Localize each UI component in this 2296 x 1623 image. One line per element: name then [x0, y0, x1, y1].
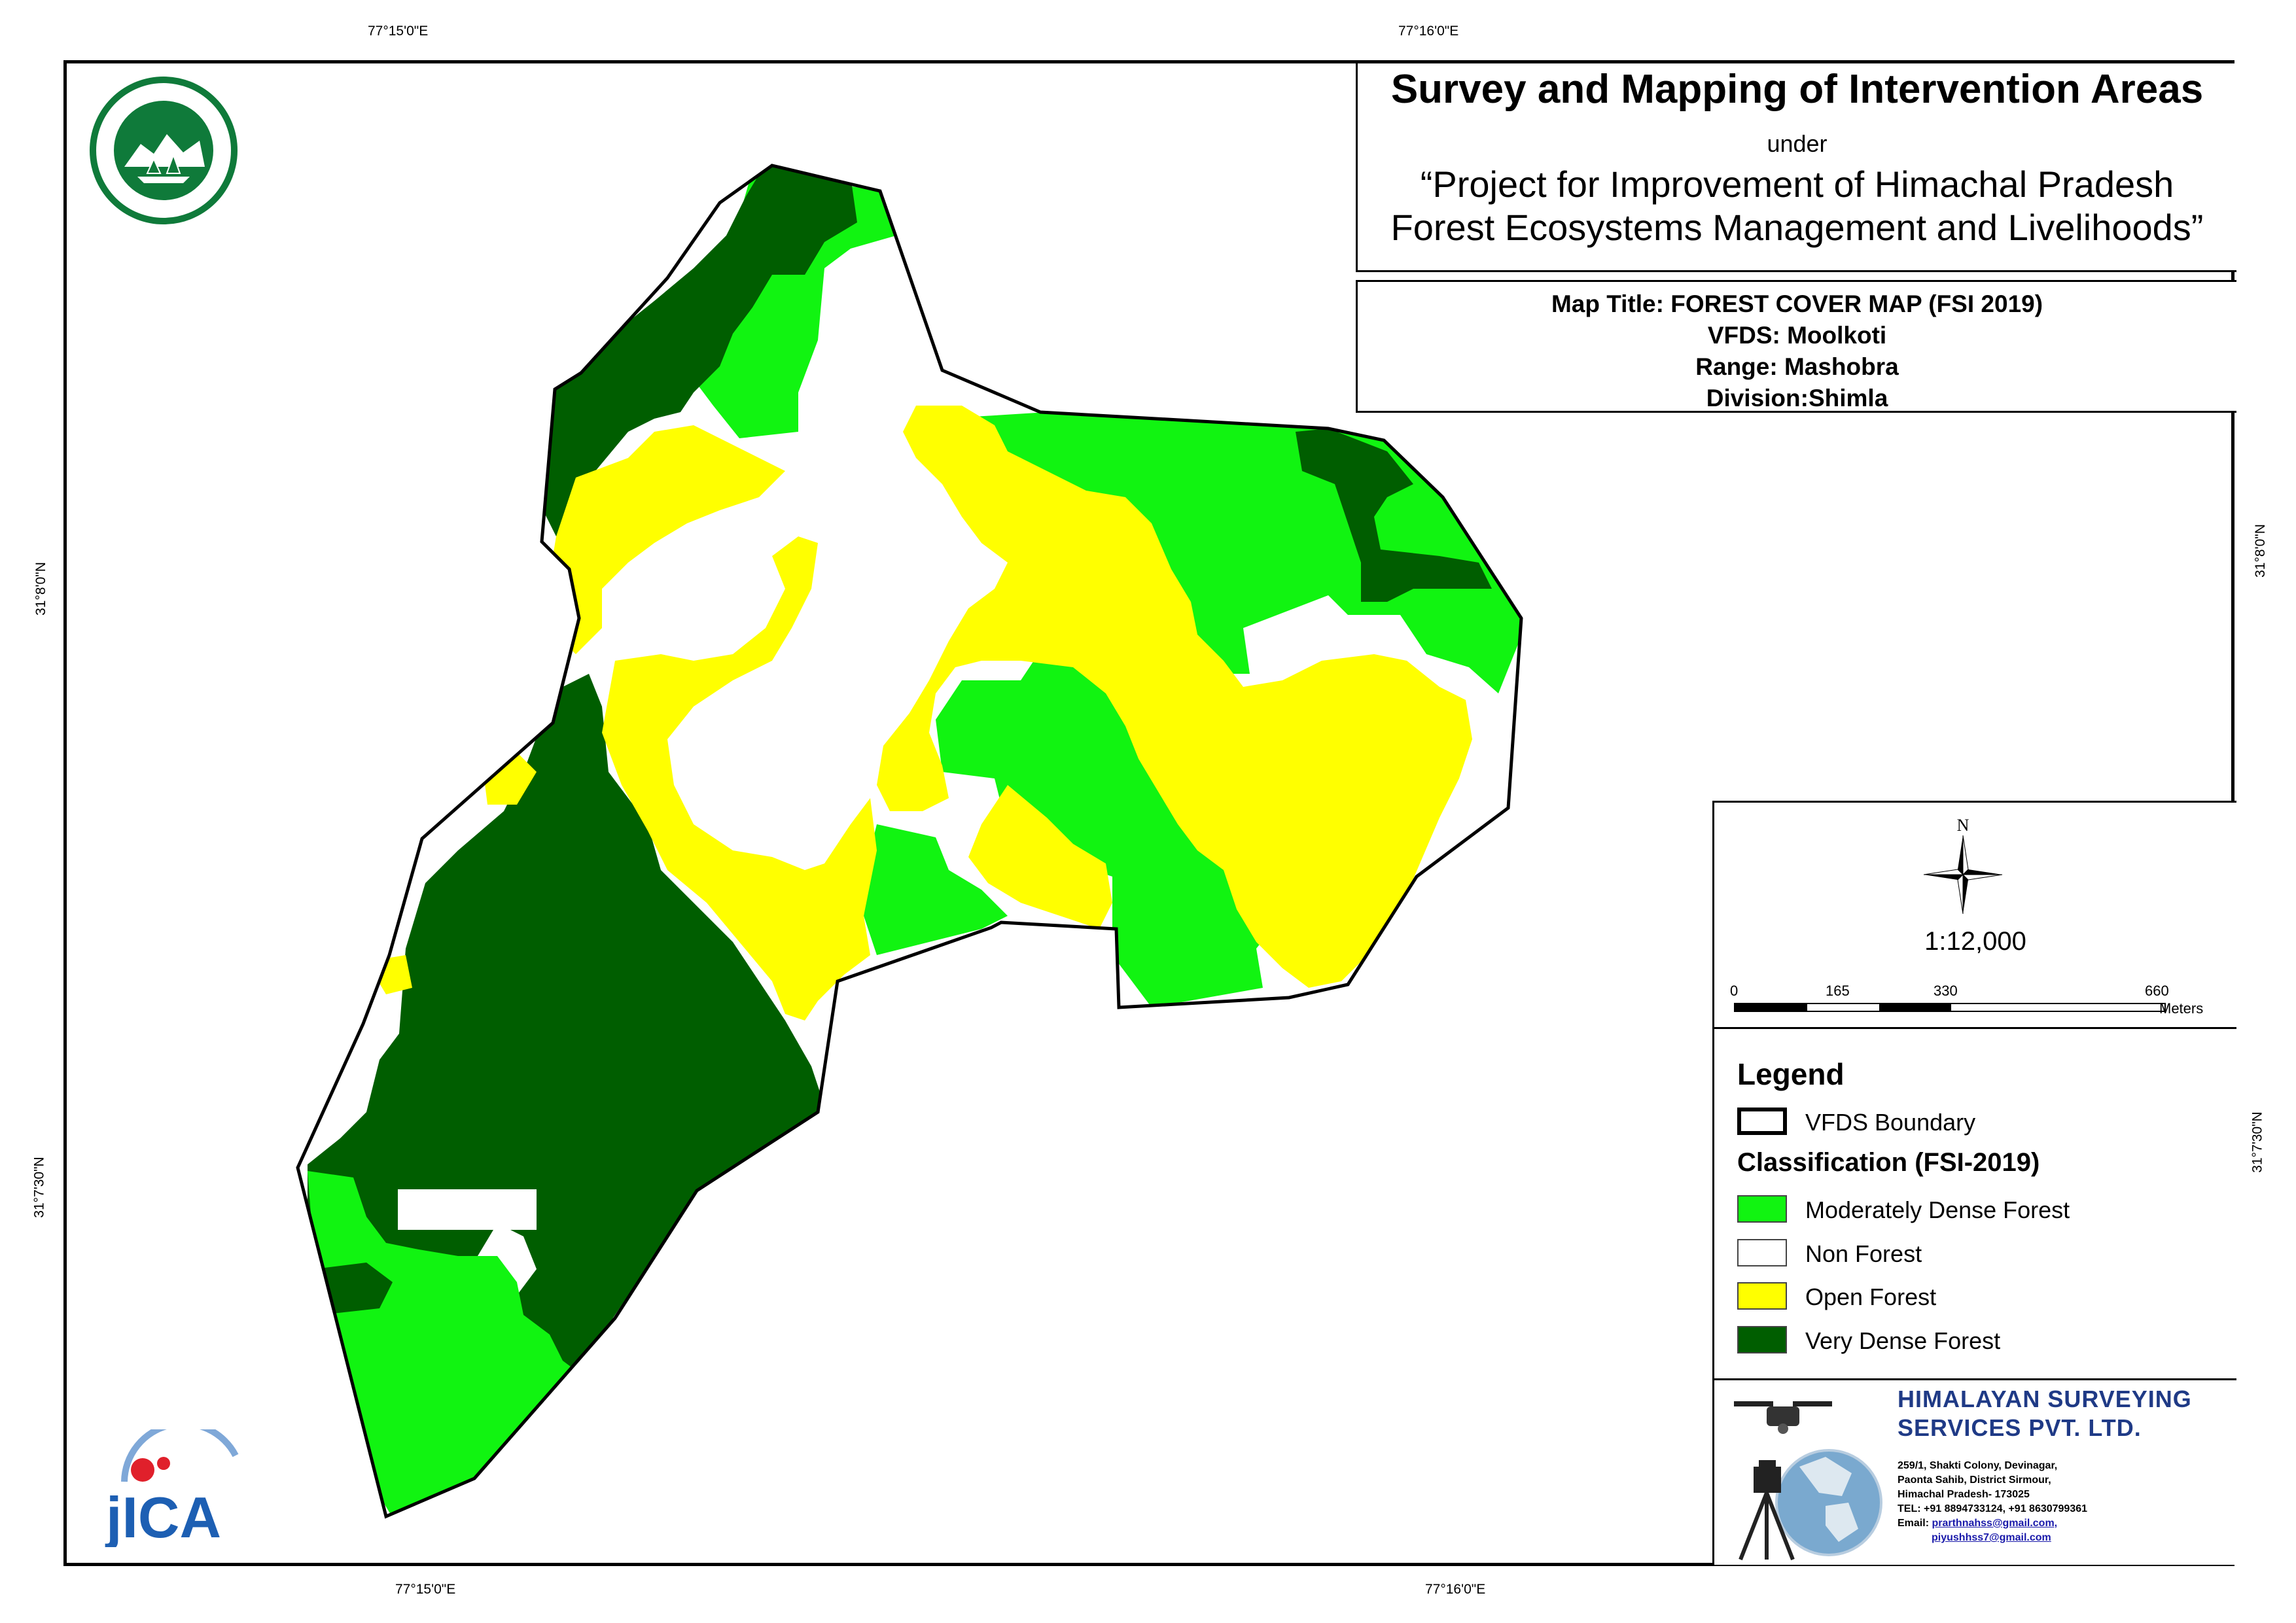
- hp-forest-emblem-icon: [90, 77, 238, 224]
- graticule-label-top-left: 77°15'0"E: [368, 24, 429, 39]
- legend-title: Legend: [1737, 1057, 1845, 1091]
- company-name-line-2: SERVICES PVT. LTD.: [1898, 1414, 2142, 1441]
- scale-unit: Meters: [2159, 1000, 2204, 1017]
- north-label: N: [1956, 816, 1969, 835]
- map-title-under: under: [1767, 130, 1828, 157]
- scale-bar-segment: [1735, 1004, 1807, 1011]
- legend-panel: N 1:12,000 0 165 330 660 Meters Legend V…: [1712, 801, 2236, 1565]
- open-forest-patch-centre-west: [602, 536, 877, 1021]
- very-dense-forest-patch-southern-tip: [314, 1263, 393, 1315]
- map-main-title: Survey and Mapping of Intervention Areas: [1390, 67, 2204, 112]
- graticule-label-top-right: 77°16'0"E: [1398, 24, 1459, 39]
- open-forest-patch-west: [550, 425, 785, 654]
- company-email-link-2[interactable]: piyushhss7@gmail.com: [1932, 1532, 2051, 1543]
- vfds-boundary[interactable]: [296, 164, 1523, 1519]
- legend-swatch-non-forest: [1737, 1239, 1787, 1266]
- scale-tick-330: 330: [1934, 983, 1958, 999]
- title-panel: Survey and Mapping of Intervention Areas…: [1356, 63, 2236, 272]
- map-info-panel: Map Title: FOREST COVER MAP (FSI 2019) V…: [1356, 280, 2236, 413]
- company-address-2: Paonta Sahib, District Sirmour,: [1898, 1475, 2051, 1486]
- range-label: Range: Mashobra: [1695, 353, 1899, 380]
- north-arrow: N: [1917, 816, 2009, 914]
- scale-bar: [1734, 1003, 2166, 1012]
- open-forest-patch-small-southwest: [366, 955, 412, 994]
- legend-label: Moderately Dense Forest: [1805, 1196, 2070, 1223]
- legend-label: Non Forest: [1805, 1240, 1922, 1267]
- svg-text:jICA: jICA: [105, 1485, 221, 1547]
- legend-label: VFDS Boundary: [1805, 1109, 1976, 1136]
- open-forest-patch-small-west: [484, 752, 537, 805]
- legend-label: Very Dense Forest: [1805, 1327, 2001, 1354]
- company-divider: [1714, 1378, 2236, 1380]
- company-email: Email: prarthnahss@gmail.com,: [1898, 1518, 2057, 1529]
- legend-classification-title: Classification (FSI-2019): [1737, 1148, 2040, 1177]
- project-title: “Project for Improvement of Himachal Pra…: [1358, 163, 2236, 249]
- jica-emblem-icon: jICA: [105, 1420, 239, 1550]
- map-title-label: Map Title: FOREST COVER MAP (FSI 2019): [1551, 290, 2043, 317]
- graticule-label-bottom-right: 77°16'0"E: [1425, 1582, 1486, 1597]
- legend-swatch-moderately-dense-forest: [1737, 1195, 1787, 1223]
- legend-swatch-boundary: [1737, 1108, 1787, 1135]
- legend-divider: [1714, 1027, 2236, 1029]
- company-telephone: TEL: +91 8894733124, +91 8630799361: [1898, 1503, 2088, 1514]
- hp-forest-department-logo: [75, 75, 252, 226]
- project-title-line-1: “Project for Improvement of Himachal Pra…: [1420, 164, 2174, 205]
- moderately-dense-forest-patch-south: [864, 824, 1008, 955]
- company-email-label: Email:: [1898, 1518, 1930, 1529]
- company-address-1: 259/1, Shakti Colony, Devinagar,: [1898, 1460, 2058, 1471]
- division-label: Division:Shimla: [1706, 385, 1888, 411]
- moderately-dense-forest-patch-north: [680, 170, 896, 438]
- scale-ratio: 1:12,000: [1924, 927, 2026, 956]
- company-email-link-1[interactable]: prarthnahss@gmail.com,: [1932, 1518, 2058, 1529]
- scale-tick-0: 0: [1730, 983, 1739, 999]
- company-name: HIMALAYAN SURVEYING SERVICES PVT. LTD.: [1898, 1385, 2192, 1442]
- open-forest-patch-centre: [877, 406, 1472, 988]
- globe-survey-instrument-icon: [1734, 1401, 1882, 1561]
- scale-tick-165: 165: [1826, 983, 1850, 999]
- legend-swatch-open-forest: [1737, 1282, 1787, 1310]
- non-forest-clearing: [398, 1189, 537, 1230]
- very-dense-forest-patch-northeast: [1296, 428, 1492, 602]
- very-dense-forest-patch-north: [537, 166, 857, 536]
- vfds-label: VFDS: Moolkoti: [1707, 322, 1887, 349]
- company-logo: [1727, 1388, 1891, 1562]
- open-forest-patch-south: [968, 785, 1112, 929]
- company-email-2: piyushhss7@gmail.com: [1932, 1532, 2051, 1544]
- legend-swatch-very-dense-forest: [1737, 1326, 1787, 1353]
- scale-tick-660: 660: [2145, 983, 2169, 999]
- north-arrow-icon: [1923, 835, 2003, 914]
- graticule-label-bottom-left: 77°15'0"E: [395, 1582, 456, 1597]
- jica-logo: jICA: [98, 1420, 245, 1550]
- scale-bar-segment: [1879, 1004, 1951, 1011]
- project-title-line-2: Forest Ecosystems Management and Livelih…: [1390, 207, 2204, 248]
- company-name-line-1: HIMALAYAN SURVEYING: [1898, 1386, 2192, 1412]
- company-address-3: Himachal Pradesh- 173025: [1898, 1489, 2030, 1500]
- legend-label: Open Forest: [1805, 1283, 1937, 1310]
